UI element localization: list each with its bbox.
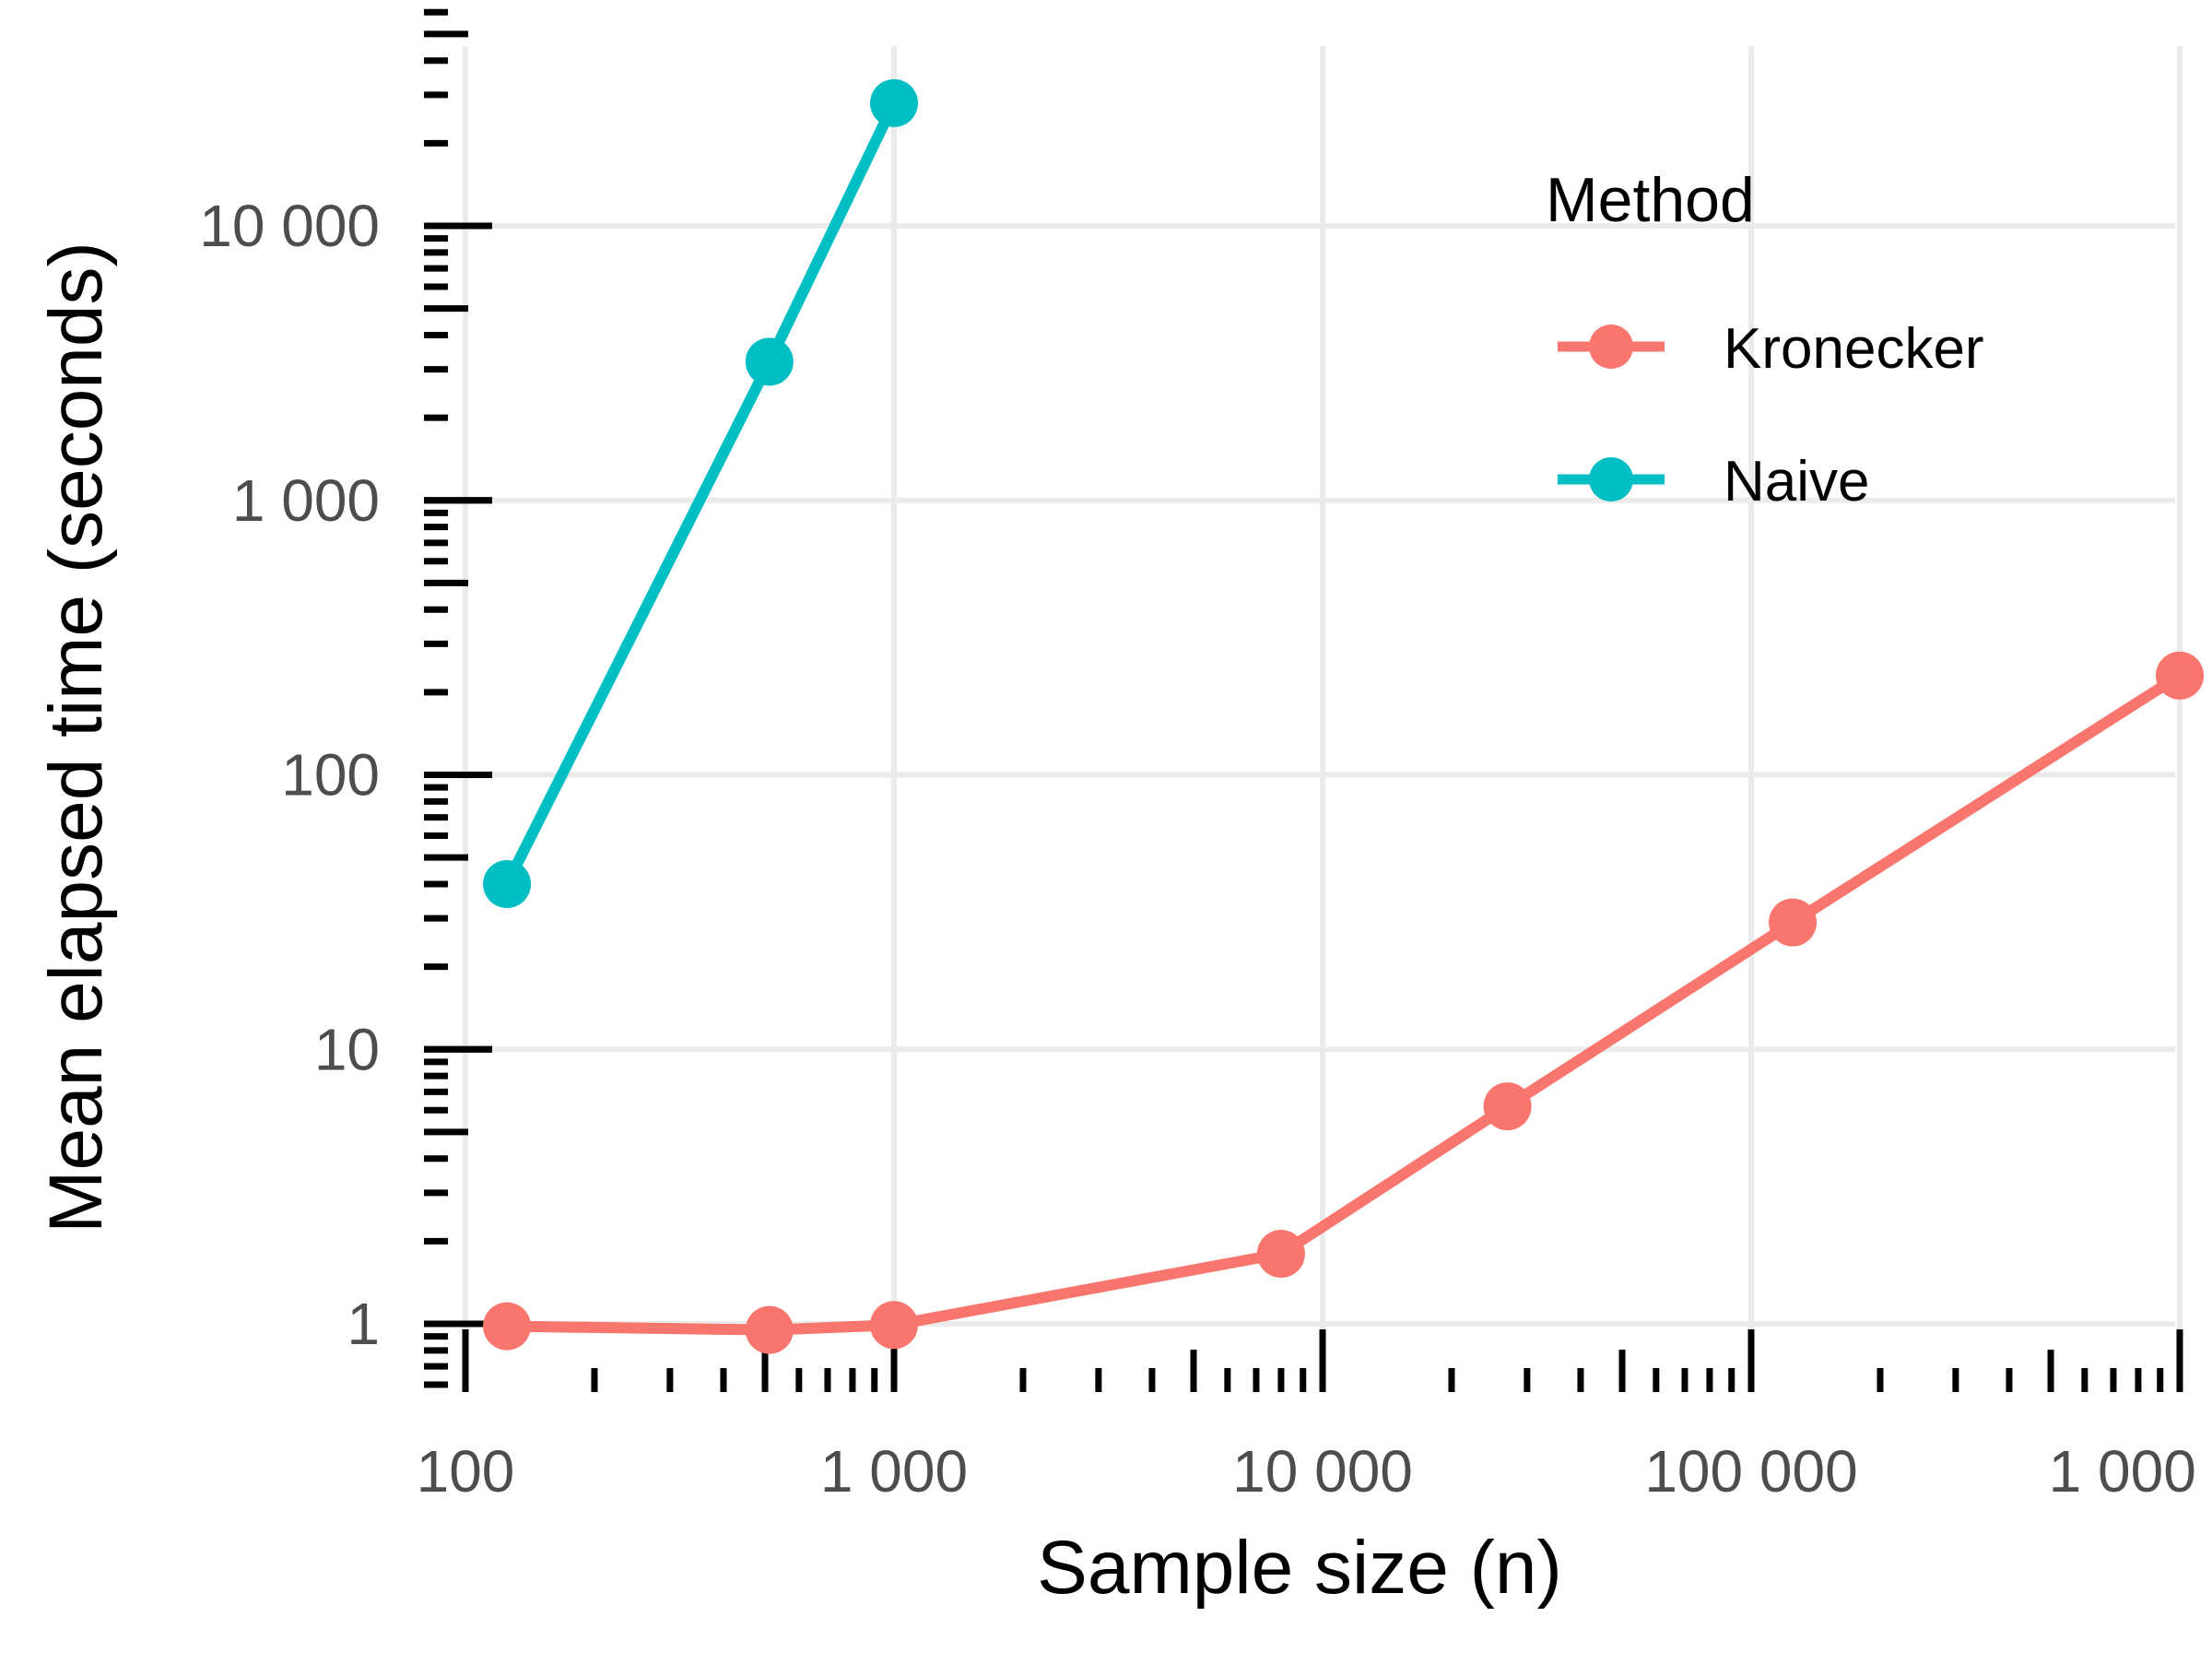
data-point-kronecker-4 [1483, 1082, 1532, 1131]
data-point-kronecker-5 [1769, 898, 1818, 947]
legend-label-kronecker: Kronecker [1724, 317, 1984, 381]
data-point-kronecker-1 [745, 1305, 794, 1354]
legend-label-naive: Naive [1724, 450, 1870, 513]
y-tick-label-4: 10 000 [199, 193, 380, 259]
data-point-kronecker-2 [870, 1301, 918, 1350]
y-tick-label-1: 10 [314, 1016, 380, 1082]
legend-key-marker-naive [1589, 457, 1633, 502]
y-tick-label-0: 1 [347, 1291, 380, 1357]
legend-key-marker-kronecker [1589, 325, 1633, 369]
data-point-naive-2 [870, 78, 918, 127]
legend-title: Method [1546, 165, 1755, 235]
x-tick-label-4: 1 000 000 [2049, 1438, 2212, 1505]
x-tick-label-2: 10 000 [1232, 1438, 1413, 1505]
tick-labels: 100 1 000 10 000 100 000 1 000 000 1 10 100 1 00… [199, 193, 2212, 1505]
data-point-naive-0 [483, 859, 532, 908]
gridlines [426, 46, 2183, 1364]
series-line-naive [501, 97, 900, 890]
legend-item-naive: Naive [1558, 450, 1870, 513]
log-tick-marks [424, 8, 2183, 1392]
y-tick-label-3: 1 000 [232, 467, 380, 534]
x-tick-label-1: 1 000 [820, 1438, 968, 1505]
data-point-naive-1 [745, 337, 794, 386]
y-axis-title: Mean elapsed time (seconds) [34, 242, 118, 1233]
series-layer [483, 78, 2204, 1354]
legend: Method Kronecker Naive [1546, 165, 1984, 513]
data-point-kronecker-3 [1256, 1229, 1305, 1278]
x-tick-label-3: 100 000 [1644, 1438, 1857, 1505]
data-point-kronecker-0 [483, 1302, 532, 1351]
y-tick-label-2: 100 [281, 742, 380, 808]
x-tick-label-0: 100 [417, 1438, 515, 1505]
legend-item-kronecker: Kronecker [1558, 317, 1984, 381]
data-point-kronecker-6 [2156, 651, 2204, 700]
x-axis-title: Sample size (n) [1037, 1526, 1562, 1610]
